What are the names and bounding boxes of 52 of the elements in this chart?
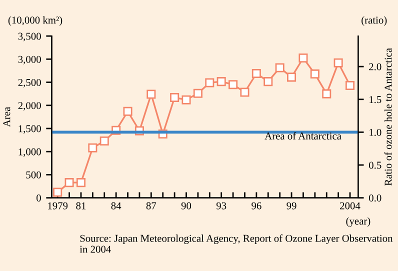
x-tick-label: 1979 xyxy=(48,202,68,210)
x-tick-label: 96 xyxy=(252,202,262,210)
point xyxy=(322,89,332,98)
x-tick-label: 99 xyxy=(286,202,296,210)
y-tick-label: 0 xyxy=(36,194,41,202)
point xyxy=(334,58,343,68)
point xyxy=(100,136,109,146)
x-tick-label: 2004 xyxy=(340,202,360,210)
point xyxy=(205,78,214,88)
point xyxy=(193,88,202,98)
point xyxy=(88,143,98,152)
ref-line-label: Area of Antarctica xyxy=(264,132,342,140)
text: (ratio) xyxy=(362,16,387,26)
point xyxy=(310,69,320,78)
point xyxy=(64,178,74,188)
y-tick-label: 3,000 xyxy=(18,56,41,64)
point xyxy=(146,90,156,99)
y-tick-label: 3,500 xyxy=(18,32,41,42)
point xyxy=(76,178,86,188)
y2-tick-label: 2.0 xyxy=(369,63,382,70)
point xyxy=(182,95,191,104)
x-tick-label: 81 xyxy=(76,202,86,210)
point xyxy=(170,93,180,102)
point xyxy=(228,80,238,90)
y2-axis-title: Ratio of ozone hole to Antarctica xyxy=(384,48,392,186)
point xyxy=(287,72,296,82)
y-tick-label: 2,000 xyxy=(18,102,41,111)
y2-tick-label: 1.0 xyxy=(370,128,382,136)
x-axis-title: (year) xyxy=(346,217,370,227)
x-tick-label: 87 xyxy=(146,202,156,210)
y2-tick-label: 0.0 xyxy=(369,194,382,202)
x-tick-label: 93 xyxy=(216,202,226,210)
point xyxy=(346,80,355,90)
x-tick-label: 84 xyxy=(111,202,122,210)
y-tick-label: 1,000 xyxy=(18,148,41,157)
point xyxy=(123,106,132,116)
y-tick-label: 1,500 xyxy=(18,125,41,134)
point xyxy=(264,77,273,86)
y-axis-title: Area xyxy=(3,106,10,127)
y2-tick-label: 1.5 xyxy=(370,96,382,104)
y2-tick-label: 0.5 xyxy=(369,162,382,169)
point xyxy=(216,77,226,86)
point xyxy=(275,63,284,72)
point xyxy=(298,53,308,63)
point xyxy=(240,88,250,97)
x-tick-label: 90 xyxy=(181,202,192,210)
text: (10,000 km²) xyxy=(8,16,62,26)
point xyxy=(252,68,261,78)
y-tick-label: 2,500 xyxy=(18,78,41,88)
source-note: Source: Japan Meteorological Agency, Report of Ozone Layer Observation in 2004 xyxy=(80,234,393,253)
y-tick-label: 500 xyxy=(26,171,41,178)
point xyxy=(53,188,62,197)
